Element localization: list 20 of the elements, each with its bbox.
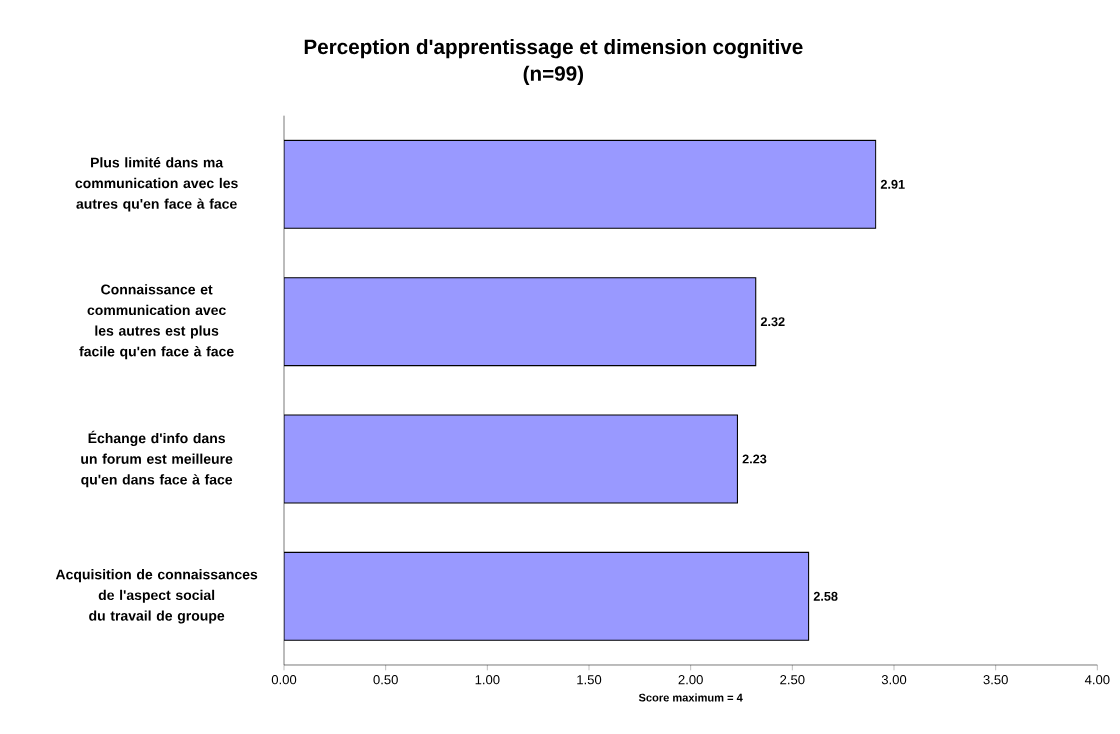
- data-label: 2.32: [760, 317, 785, 327]
- y-tick-label: Plus limité dans ma communication avec les autres qu'en face à face: [75, 157, 238, 212]
- chart-subtitle: (n=99): [523, 65, 584, 85]
- y-tick-label: Connaissance et communication avec les autres est plus facile qu'en face à face: [79, 284, 234, 360]
- x-tick-label: 2.50: [780, 675, 805, 685]
- x-tick-label: 2.00: [678, 675, 703, 685]
- x-tick-label: 0.00: [271, 675, 297, 685]
- x-tick-label: 4.00: [1084, 675, 1110, 685]
- x-tick-label: 1.50: [577, 675, 602, 685]
- x-axis-title: Score maximum = 4: [638, 693, 743, 702]
- x-tick-label: 3.50: [983, 675, 1008, 685]
- x-tick-label: 1.00: [475, 675, 500, 685]
- chart-title: Perception d'apprentissage et dimension cognitive: [304, 38, 803, 59]
- x-tick-label: 0.50: [373, 675, 398, 685]
- y-tick-label: Acquisition de connaissances de l'aspect social du travail de groupe: [55, 569, 258, 624]
- x-tick-label: 3.00: [881, 675, 907, 685]
- data-label: 2.91: [880, 179, 905, 189]
- data-label: 2.23: [742, 454, 767, 464]
- data-label: 2.58: [813, 591, 838, 601]
- y-tick-label: Échange d'info dans un forum est meilleure qu'en dans face à face: [81, 430, 233, 488]
